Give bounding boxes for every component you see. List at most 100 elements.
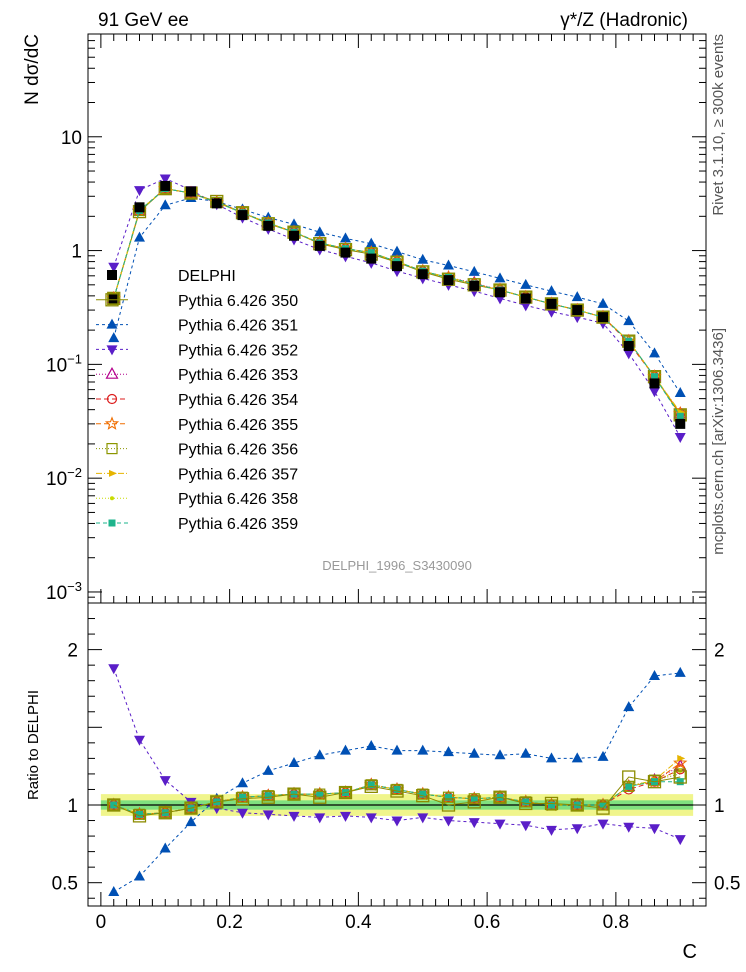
pythia-6-426-350-ratio-point bbox=[493, 790, 507, 804]
legend-marker-pythia-6-426-354 bbox=[106, 393, 118, 405]
legend-marker-pythia-6-426-357 bbox=[109, 469, 117, 477]
pythia-6-426-352-ratio-point bbox=[365, 813, 377, 824]
pythia-6-426-350-ratio-point bbox=[287, 787, 301, 801]
pythia-6-426-359-ratio-point bbox=[676, 778, 684, 786]
delphi-point bbox=[186, 186, 196, 197]
main-y-tick-label: 10−3 bbox=[46, 579, 82, 604]
main-y-tick-label: 10−1 bbox=[46, 351, 82, 376]
pythia-6-426-350-ratio-point bbox=[158, 806, 172, 820]
pythia-6-426-352-ratio-point bbox=[443, 816, 454, 827]
analysis-watermark: DELPHI_1996_S3430090 bbox=[322, 558, 472, 573]
pythia-6-426-352-ratio-point bbox=[520, 821, 532, 832]
pythia-6-426-352-point bbox=[159, 174, 171, 185]
main-y-tick-label: 10 bbox=[61, 128, 82, 149]
legend-marker-delphi bbox=[107, 270, 117, 280]
pythia-6-426-350-ratio-point bbox=[390, 784, 404, 798]
pythia-6-426-351-point bbox=[520, 278, 532, 289]
pythia-6-426-359-line bbox=[113, 188, 681, 417]
pythia-6-426-352-ratio-point bbox=[571, 824, 583, 835]
pythia-6-426-359-ratio-point bbox=[548, 801, 555, 809]
pythia-6-426-357-ratio-point bbox=[677, 754, 686, 762]
pythia-6-426-350-ratio-point bbox=[570, 798, 584, 812]
pythia-6-426-351-ratio-point bbox=[649, 670, 660, 681]
pythia-6-426-359-ratio-point bbox=[239, 793, 246, 801]
pythia-6-426-352-point bbox=[674, 433, 686, 444]
legend-label-pythia-6-426-359: Pythia 6.426 359 bbox=[178, 516, 298, 533]
delphi-point bbox=[598, 312, 608, 323]
delphi-point bbox=[675, 418, 686, 429]
pythia-6-426-359-point bbox=[651, 373, 658, 381]
ratio-y-tick-label-right: 0.5 bbox=[714, 874, 740, 895]
pythia-6-426-350-ratio-point bbox=[441, 798, 456, 812]
legend-marker-pythia-6-426-352 bbox=[106, 345, 118, 356]
pythia-6-426-352-ratio-point bbox=[417, 813, 429, 824]
main-y-axis-label: N dσ/dC bbox=[22, 34, 43, 105]
pythia-6-426-352-ratio-line bbox=[113, 668, 681, 840]
delphi-point bbox=[134, 202, 145, 213]
pythia-6-426-352-ratio-point bbox=[340, 811, 351, 822]
legend-marker-pythia-6-426-355 bbox=[104, 416, 120, 430]
pythia-6-426-351-ratio-point bbox=[262, 764, 274, 775]
pythia-6-426-351-point bbox=[494, 272, 506, 283]
legend-marker-pythia-6-426-356 bbox=[106, 443, 118, 455]
pythia-6-426-351-ratio-point bbox=[546, 752, 557, 763]
legend-label-pythia-6-426-355: Pythia 6.426 355 bbox=[178, 417, 298, 434]
pythia-6-426-351-ratio-point bbox=[134, 870, 145, 881]
pythia-6-426-351-ratio-point bbox=[443, 746, 454, 757]
delphi-point bbox=[263, 220, 274, 231]
rivet-version-label: Rivet 3.1.10, ≥ 300k events bbox=[710, 34, 727, 216]
pythia-6-426-352-ratio-point bbox=[623, 822, 635, 833]
pythia-6-426-350-ratio-point bbox=[338, 785, 353, 800]
x-tick-label: 0 bbox=[96, 912, 107, 933]
legend-label-pythia-6-426-350: Pythia 6.426 350 bbox=[178, 293, 298, 310]
pythia-6-426-351-ratio-point bbox=[365, 739, 377, 750]
pythia-6-426-351-point bbox=[674, 387, 686, 398]
x-tick-label: 0.4 bbox=[345, 912, 372, 933]
pythia-6-426-355-ratio-point bbox=[673, 755, 688, 770]
legend-label-pythia-6-426-358: Pythia 6.426 358 bbox=[178, 491, 298, 508]
pythia-6-426-352-point bbox=[520, 301, 532, 312]
pythia-6-426-351-ratio-point bbox=[571, 752, 583, 763]
ratio-y-axis-label: Ratio to DELPHI bbox=[25, 690, 42, 800]
pythia-6-426-350-ratio-point bbox=[673, 770, 687, 784]
pythia-6-426-351-point bbox=[623, 315, 635, 326]
pythia-6-426-359-ratio-point bbox=[470, 795, 478, 803]
ratio-y-tick-label-left: 2 bbox=[67, 641, 78, 662]
pythia-6-426-351-point bbox=[340, 232, 351, 243]
pythia-6-426-359-ratio-point bbox=[264, 792, 272, 800]
pythia-6-426-350-ratio-point bbox=[107, 798, 121, 812]
pythia-6-426-352-point bbox=[134, 186, 145, 197]
legend-label-delphi: DELPHI bbox=[178, 268, 236, 285]
pythia-6-426-351-ratio-point bbox=[185, 816, 197, 827]
pythia-6-426-359-ratio-point bbox=[625, 782, 633, 790]
pythia-6-426-351-ratio-point bbox=[108, 886, 120, 897]
legend-label-pythia-6-426-356: Pythia 6.426 356 bbox=[178, 442, 298, 459]
pythia-6-426-351-point bbox=[108, 332, 120, 343]
delphi-point bbox=[520, 293, 531, 304]
pythia-6-426-350-ratio-point bbox=[235, 792, 250, 806]
pythia-6-426-351-ratio-point bbox=[159, 842, 171, 853]
pythia-6-426-359-ratio-point bbox=[367, 781, 375, 789]
pythia-6-426-351-point bbox=[391, 245, 403, 256]
delphi-point bbox=[469, 280, 480, 291]
pythia-6-426-352-ratio-point bbox=[468, 818, 480, 829]
pythia-6-426-351-ratio-point bbox=[340, 744, 351, 755]
legend-label-pythia-6-426-353: Pythia 6.426 353 bbox=[178, 367, 298, 384]
pythia-6-426-352-ratio-point bbox=[494, 819, 506, 830]
delphi-point bbox=[546, 298, 557, 309]
pythia-6-426-350-ratio-point bbox=[313, 790, 327, 804]
legend: DELPHI Pythia 6.426 350 Pythia 6.426 351 Py… bbox=[96, 268, 298, 533]
delphi-point bbox=[392, 261, 402, 272]
pythia-6-426-350-ratio-point bbox=[210, 795, 224, 809]
pythia-6-426-352-ratio-point bbox=[649, 824, 660, 835]
pythia-6-426-352-ratio-point bbox=[546, 825, 557, 836]
pythia-6-426-359-ratio-point bbox=[445, 793, 452, 801]
pythia-6-426-352-ratio-point bbox=[237, 808, 248, 819]
main-y-tick-label: 1 bbox=[71, 242, 82, 263]
pythia-6-426-350-ratio-point bbox=[622, 770, 636, 784]
ratio-y-tick-label-left: 1 bbox=[67, 796, 78, 817]
pythia-6-426-352-point bbox=[108, 262, 120, 273]
legend-marker-pythia-6-426-359 bbox=[108, 519, 116, 527]
pythia-6-426-359-point bbox=[676, 412, 684, 420]
legend-label-pythia-6-426-357: Pythia 6.426 357 bbox=[178, 466, 298, 483]
